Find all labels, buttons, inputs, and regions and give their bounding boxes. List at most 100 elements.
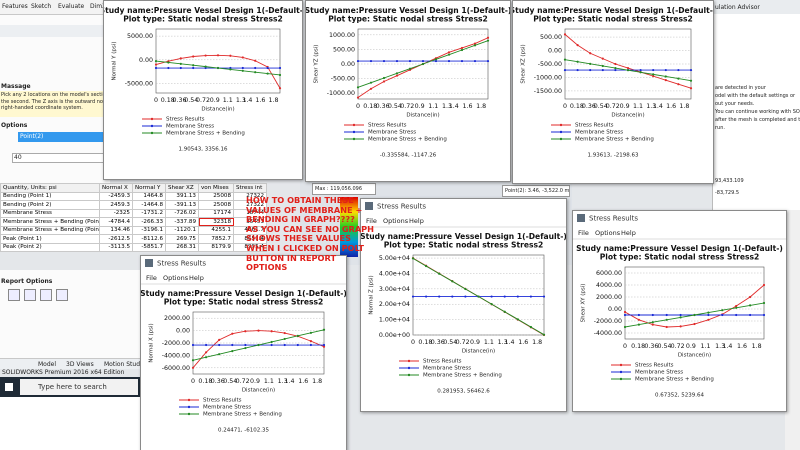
x-tick-label: 0.36 [376, 103, 390, 110]
y-tick-label: -1000.00 [327, 90, 355, 97]
table-cell: -266.33 [132, 217, 166, 227]
data-point [218, 353, 221, 356]
y-tick-label: 3.00e+04 [379, 286, 410, 293]
data-point [438, 272, 441, 275]
x-tick-label: 1.6 [518, 339, 528, 346]
menu-item[interactable]: Help [621, 229, 636, 237]
x-tick-label: 0.9 [470, 339, 480, 346]
message-box [0, 91, 108, 117]
table-cell: -4784.4 [99, 217, 133, 227]
data-point [460, 48, 464, 52]
x-tick-label: 0.18 [161, 97, 175, 104]
data-point [563, 33, 567, 36]
data-point [369, 81, 373, 84]
data-point [503, 310, 506, 313]
tab[interactable]: DimX [90, 3, 107, 10]
legend-label: Stress Results [203, 398, 242, 404]
x-axis-label: Distance(in) [242, 388, 275, 394]
table-cell: -726.02 [165, 208, 199, 218]
table-cell: 2459.3 [99, 200, 133, 210]
data-point [464, 295, 467, 298]
table-cell: 4255.1 [198, 225, 234, 235]
legend-label: Membrane Stress + Bending [575, 137, 654, 143]
tab[interactable]: Motion Stud [104, 361, 141, 368]
x-tick-label: 0.18 [363, 103, 377, 110]
x-tick-label: 0 [411, 339, 415, 346]
data-point [218, 338, 221, 341]
report-button[interactable] [8, 289, 20, 301]
legend-marker [619, 377, 623, 381]
point-field[interactable]: Point(2) [18, 132, 108, 142]
max-label: Max : 119,056.096 [315, 186, 363, 192]
data-point [254, 71, 257, 74]
column-header: Normal X [99, 183, 133, 193]
tab[interactable]: Model [38, 361, 57, 368]
annotation: HOW TO OBTAIN THESE VALUES OF MEMBRANE + B… [246, 195, 375, 273]
legend-label: Stress Results [423, 359, 462, 365]
data-point [651, 323, 654, 326]
data-point [204, 54, 207, 57]
data-point [707, 313, 710, 317]
menu-item[interactable]: Options [595, 229, 621, 237]
legend-marker [187, 398, 191, 402]
data-point [356, 86, 360, 89]
search-box[interactable]: Type here to search [20, 379, 138, 395]
y-tick-label: -500.00 [538, 61, 562, 68]
menu-item[interactable]: File [146, 274, 157, 282]
data-point [322, 343, 326, 347]
plot: Study name:Pressure Vessel Design 1(-Def… [306, 6, 510, 159]
data-point [278, 73, 282, 77]
x-tick-label: 0.9 [620, 103, 630, 110]
y-tick-label: 0.00 [608, 306, 622, 313]
data-point [270, 343, 273, 347]
legend-marker [150, 117, 154, 121]
data-point [191, 366, 195, 369]
plot-subtitle: Plot type: Static nodal stress Stress2 [600, 253, 760, 262]
y-axis-label: Normal Y (psi) [112, 42, 118, 81]
tab[interactable]: 3D Views [66, 361, 94, 368]
data-point [451, 295, 454, 298]
x-tick-label: 1.4 [242, 97, 252, 104]
y-tick-label: -1500.00 [534, 88, 562, 95]
tab[interactable]: Evaluate [58, 3, 85, 10]
plot-button[interactable] [40, 289, 52, 301]
legend-label: Membrane Stress + Bending [423, 373, 502, 379]
report-button[interactable] [56, 289, 68, 301]
data-point [665, 325, 668, 329]
table-cell: -3196.1 [132, 225, 166, 235]
data-point [473, 59, 477, 63]
data-point [205, 351, 208, 354]
table-cell: -5851.7 [132, 242, 166, 252]
legend-label: Stress Results [166, 117, 205, 123]
tab[interactable]: Sketch [31, 3, 52, 10]
menu-item[interactable]: Options [383, 217, 409, 225]
y-tick-label: -4000.00 [594, 330, 622, 337]
annotation-line: AS YOU CAN SEE NO GRAPH [246, 223, 375, 234]
menu-item[interactable]: File [366, 217, 377, 225]
menu-item[interactable]: File [578, 229, 589, 237]
plot-window: Stress Results File Options Help Study name:… [140, 255, 347, 450]
tab[interactable]: Features [2, 3, 28, 10]
table-cell: 32318 [198, 217, 234, 227]
column-header: Shear XZ [165, 183, 199, 193]
menu-item[interactable]: Help [189, 274, 204, 282]
window-icon [365, 202, 373, 210]
data-point [266, 72, 269, 75]
start-button[interactable] [5, 383, 13, 391]
table-row: Membrane Stress -2325 -1731.2 -726.02 17174 1… [0, 208, 267, 218]
data-point [677, 77, 680, 80]
legend-label: Membrane Stress [423, 366, 471, 372]
x-tick-label: 0.72 [456, 339, 470, 346]
data-point [762, 313, 766, 317]
data-point [257, 329, 260, 332]
table-cell: 1464.8 [132, 191, 166, 201]
data-point [218, 343, 221, 347]
x-tick-label: 0.72 [196, 97, 210, 104]
data-point [229, 54, 232, 57]
legend-label: Membrane Stress [575, 130, 623, 136]
report-button[interactable] [24, 289, 36, 301]
distance-field[interactable]: 40 [12, 153, 109, 163]
menu-item[interactable]: Help [409, 217, 424, 225]
menu-item[interactable]: Options [163, 274, 189, 282]
